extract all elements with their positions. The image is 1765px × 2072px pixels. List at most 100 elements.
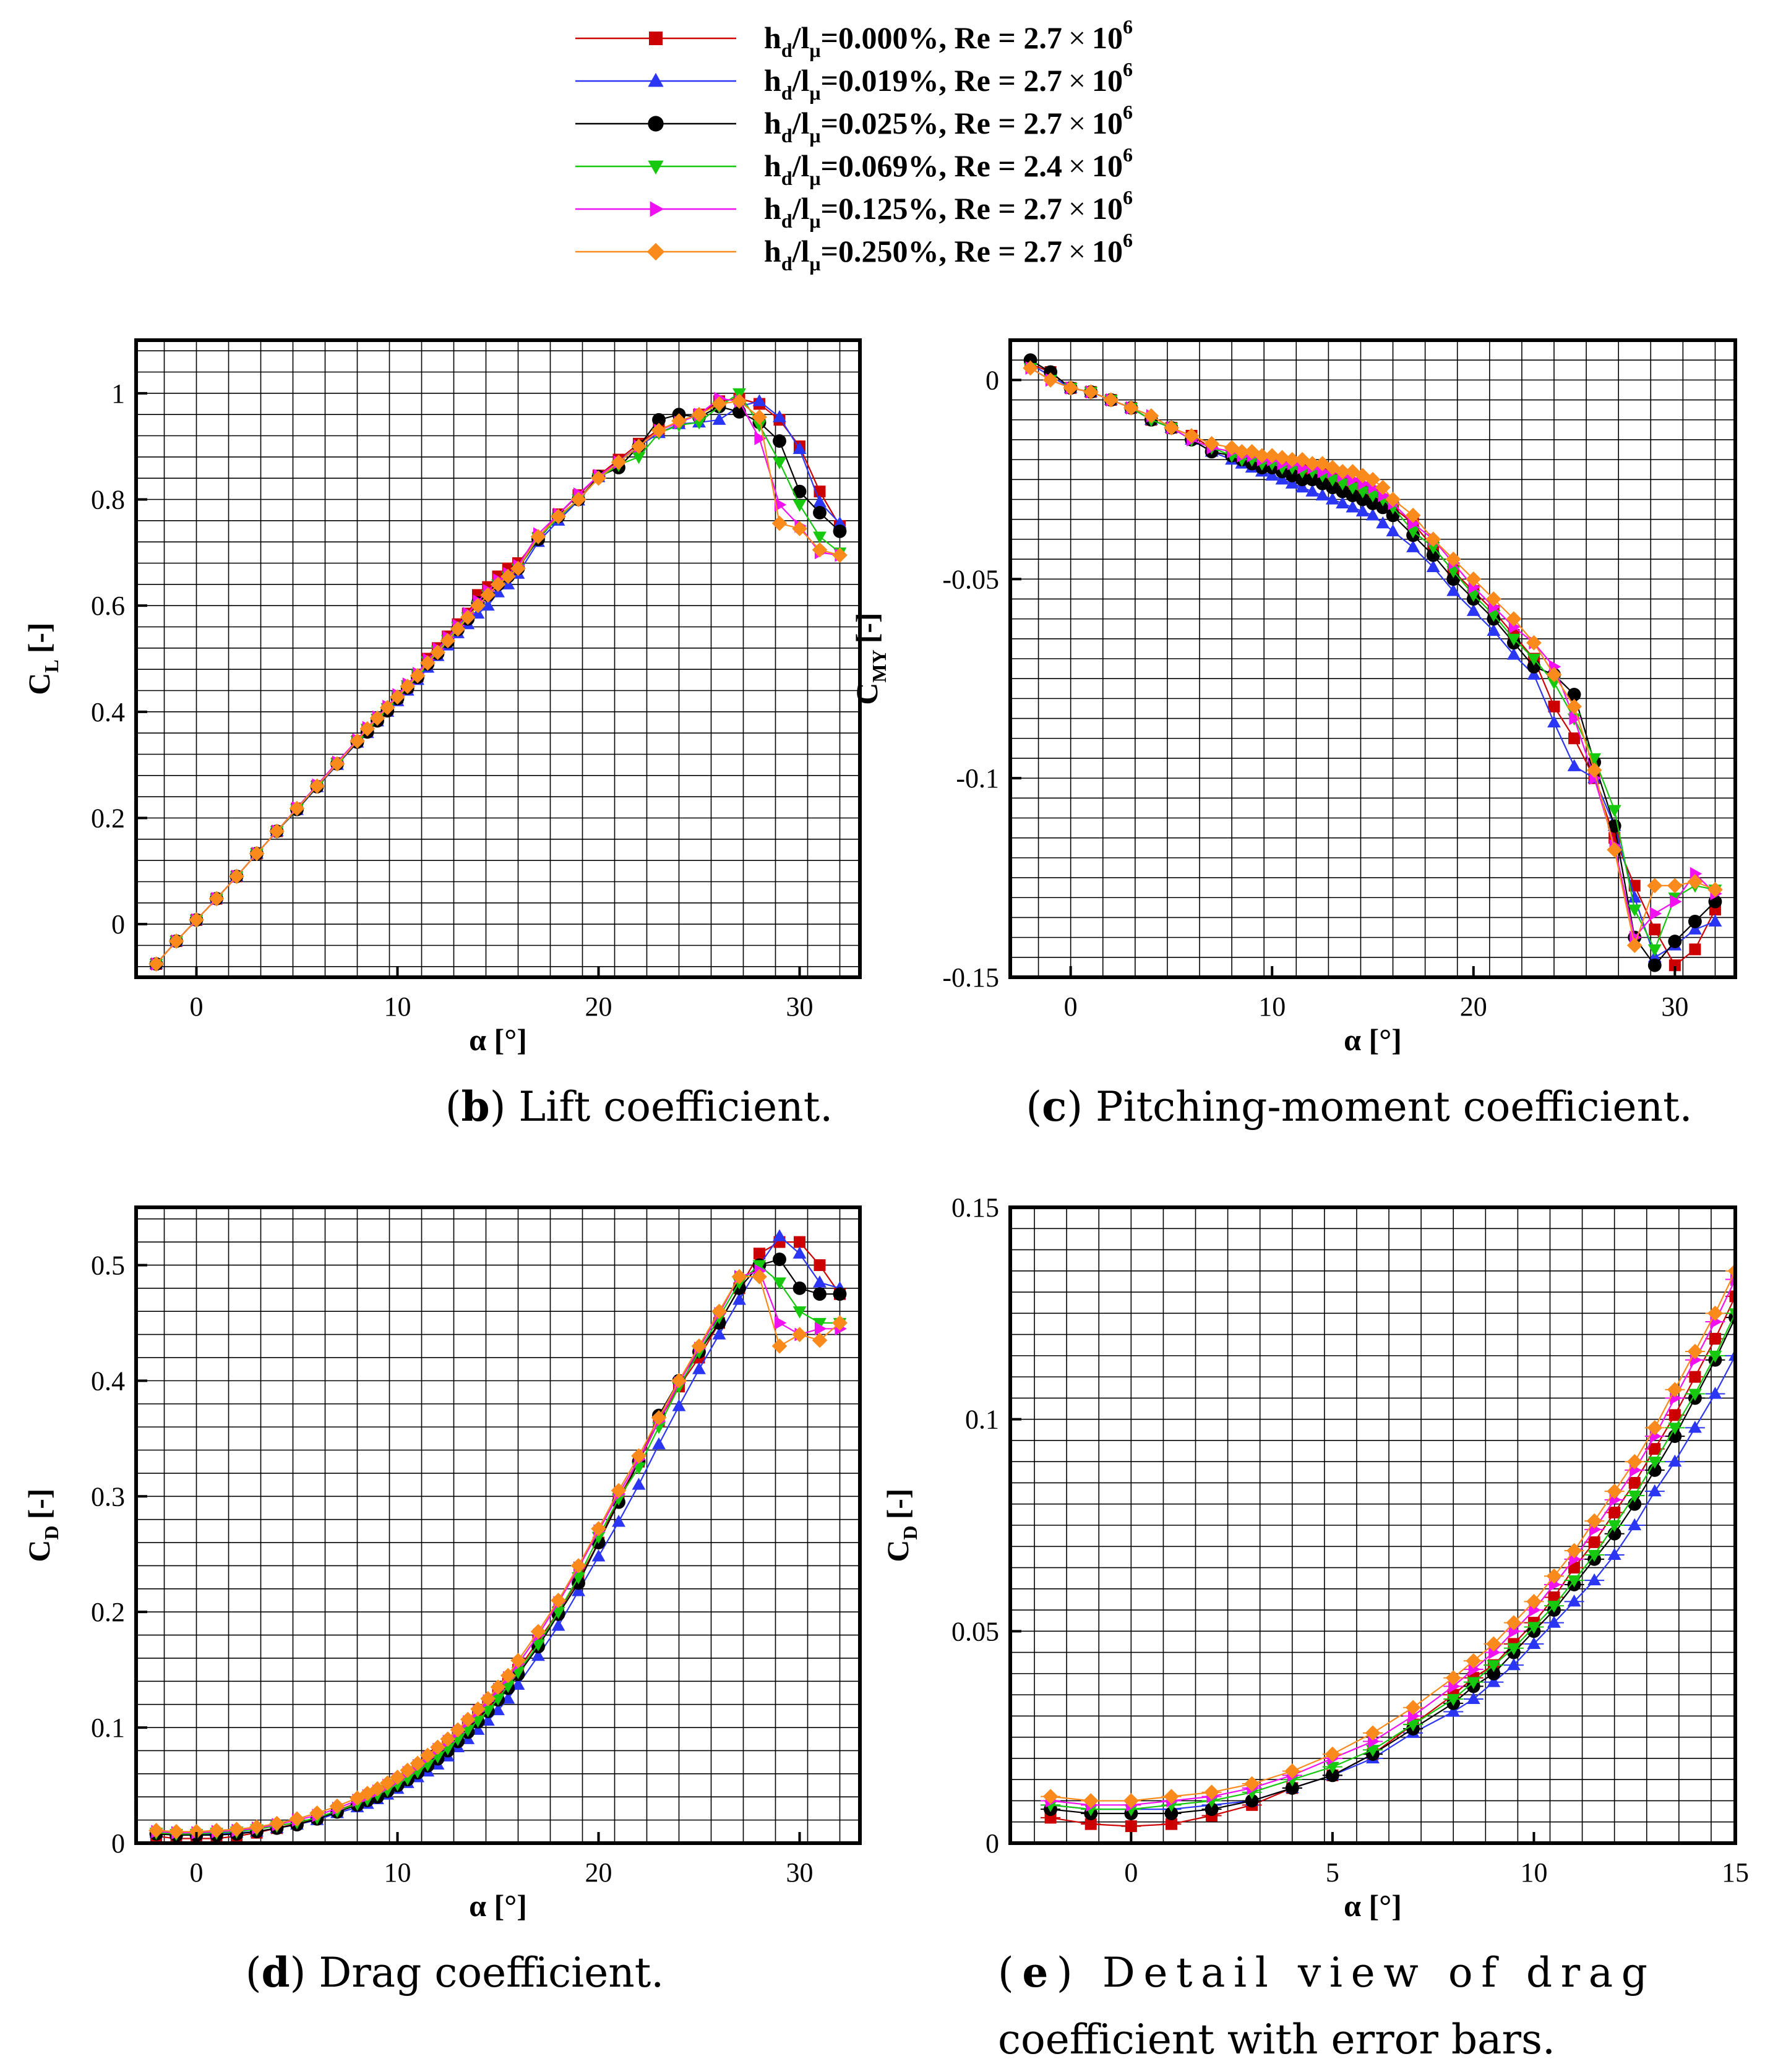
legend-mant: 10 xyxy=(1092,191,1123,226)
data-point xyxy=(551,1593,566,1608)
data-point xyxy=(460,1711,476,1727)
axes-frame-d xyxy=(134,1205,862,1845)
x-tick-label: 10 xyxy=(1520,1857,1547,1888)
axes-frame-e xyxy=(1008,1205,1737,1845)
y-label-unit: [-] xyxy=(849,612,884,643)
y-tick-label: 0 xyxy=(111,1828,125,1859)
data-point xyxy=(832,1315,848,1331)
legend-exp: 6 xyxy=(1123,58,1133,80)
data-point xyxy=(1234,443,1250,460)
data-point xyxy=(1668,935,1682,948)
data-point xyxy=(1587,753,1602,766)
data-point xyxy=(1649,923,1661,936)
series-line-0.069% xyxy=(1050,1312,1735,1810)
data-point xyxy=(731,1269,747,1285)
data-point xyxy=(470,597,486,614)
data-point xyxy=(1295,473,1309,487)
data-point xyxy=(1667,878,1683,894)
y-tick-label: 0.1 xyxy=(965,1405,999,1435)
data-point xyxy=(752,1269,767,1285)
legend-ssub: μ xyxy=(809,210,820,232)
legend-label: hd/lμ=0.025%, Re = 2.7 × 106 xyxy=(764,101,1133,147)
data-point xyxy=(1668,1409,1681,1421)
data-point xyxy=(1485,591,1501,607)
data-point xyxy=(1355,486,1370,499)
data-point xyxy=(419,655,436,671)
data-point xyxy=(1607,1548,1621,1560)
data-point xyxy=(329,1798,345,1814)
data-point xyxy=(189,1823,204,1839)
data-point xyxy=(1123,400,1139,416)
data-point xyxy=(1487,1675,1501,1687)
data-point xyxy=(1608,1506,1621,1518)
caption-d-text: Drag coefficient. xyxy=(306,1949,664,1997)
data-point xyxy=(168,1823,184,1839)
data-point xyxy=(1103,392,1119,408)
data-point xyxy=(1365,471,1381,487)
y-tick-label: 0 xyxy=(986,365,999,395)
legend-re: , Re = 2.7 xyxy=(939,106,1062,140)
data-point xyxy=(813,495,827,507)
data-point xyxy=(1336,478,1350,491)
data-point xyxy=(1083,1793,1099,1809)
series-line-0.019% xyxy=(155,400,841,965)
data-point xyxy=(1334,464,1351,479)
series-line-0.125% xyxy=(1050,1279,1735,1806)
data-point xyxy=(551,508,566,524)
x-tick-label: 10 xyxy=(384,1857,411,1888)
grid-c xyxy=(1010,340,1735,978)
data-point xyxy=(572,1584,585,1596)
data-point xyxy=(390,1770,405,1785)
data-point xyxy=(1526,1594,1542,1609)
data-point xyxy=(1083,384,1099,400)
grid-b xyxy=(136,340,860,977)
data-point xyxy=(1426,542,1440,555)
legend-exp: 6 xyxy=(1123,143,1133,166)
data-point xyxy=(350,733,365,749)
axes-frame-b xyxy=(134,338,862,979)
data-point xyxy=(1567,759,1581,771)
series-line-0.250% xyxy=(1050,1270,1735,1802)
data-point xyxy=(1688,1389,1702,1401)
data-point xyxy=(1325,1746,1341,1762)
data-point xyxy=(1568,732,1581,745)
data-point xyxy=(711,396,727,412)
data-point xyxy=(591,1549,606,1562)
series-line-0.000% xyxy=(1050,1296,1735,1827)
data-point xyxy=(1143,408,1159,424)
data-point xyxy=(369,1781,385,1797)
data-point xyxy=(1205,1802,1219,1817)
data-point xyxy=(1425,531,1441,547)
y-tick-label: -0.1 xyxy=(956,763,999,794)
data-point xyxy=(1707,1305,1723,1321)
legend-ssub: μ xyxy=(809,167,820,189)
legend-entry-2: hd/lμ=0.019%, Re = 2.7 × 106 xyxy=(575,58,1133,104)
data-point xyxy=(1707,882,1723,897)
legend-marker-circle xyxy=(648,116,664,132)
data-point xyxy=(754,431,767,445)
caption-b-letter: b xyxy=(462,1082,490,1131)
data-point xyxy=(1687,1343,1703,1359)
data-point xyxy=(1165,1818,1177,1830)
data-point xyxy=(1275,472,1289,485)
series-group-c xyxy=(1023,353,1723,972)
chart-c: 0 10 20 30 0 -0.05 -0.1 -0.15 α [°] CMY [-] xyxy=(849,338,1737,1057)
data-point xyxy=(1376,500,1390,515)
legend-var: h xyxy=(764,191,781,226)
data-point xyxy=(269,1815,285,1831)
data-point xyxy=(168,933,184,949)
data-point xyxy=(1325,1762,1339,1774)
data-point xyxy=(1546,1568,1562,1584)
data-point xyxy=(1386,524,1400,537)
legend-entry-3: hd/lμ=0.025%, Re = 2.7 × 106 xyxy=(575,101,1133,147)
x-tick-label: 15 xyxy=(1722,1857,1749,1888)
data-point xyxy=(1547,715,1561,728)
data-point xyxy=(1284,1763,1300,1779)
data-point xyxy=(1355,504,1370,516)
data-point xyxy=(1125,1820,1137,1833)
data-point xyxy=(430,644,445,661)
legend-marker-triangle-down xyxy=(648,160,664,175)
data-point xyxy=(1254,448,1270,464)
y-tick-label: 0 xyxy=(986,1828,999,1859)
